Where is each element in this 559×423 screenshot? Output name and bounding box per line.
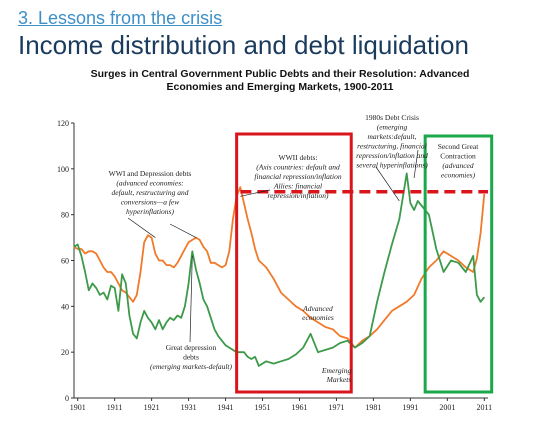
annotation-second: Second GreatContraction(advancedeconomie… — [438, 142, 480, 180]
annotation-text: financial repression/inflation — [254, 172, 341, 181]
annotation-text: repression/inflation and — [356, 151, 428, 160]
y-tick-label: 80 — [61, 211, 69, 220]
annotation-text: Second Great — [438, 142, 480, 151]
annotation-text: economies) — [441, 171, 476, 180]
annotation-text: 1980s Debt Crisis — [365, 113, 419, 122]
annotation-text: (advanced — [442, 161, 473, 170]
y-tick-label: 20 — [61, 348, 69, 357]
annotation-text: several hyperinflations) — [356, 161, 428, 170]
chart-title-line-2: Economies and Emerging Markets, 1900-201… — [166, 81, 394, 93]
chart-title: Surges in Central Government Public Debt… — [40, 68, 520, 94]
x-tick-label: 1931 — [181, 403, 197, 412]
annotation-text: WWI and Depression debts — [109, 169, 192, 178]
annotation-text: repression/inflation) — [267, 191, 329, 200]
annotation-text: markets:default, — [368, 132, 417, 141]
annotation-wwii: WWII debts:(Axis countries: default andf… — [254, 153, 341, 200]
wwii-highlight-box — [235, 132, 353, 394]
annotation-pointer — [127, 217, 156, 238]
x-tick-label: 1991 — [402, 403, 418, 412]
x-tick-label: 1901 — [70, 403, 86, 412]
series-label-text: Emerging — [321, 366, 352, 375]
x-tick-label: 1921 — [144, 403, 160, 412]
annotation-text: (advanced economies: — [116, 179, 183, 188]
x-tick-label: 1961 — [291, 403, 307, 412]
y-tick-label: 40 — [61, 302, 69, 311]
annotation-wwi: WWI and Depression debts(advanced econom… — [109, 169, 192, 216]
annotation-pointer — [189, 255, 193, 343]
highlight-boxes — [235, 132, 494, 394]
annotation-pointer — [375, 166, 400, 202]
chart-annotations: WWI and Depression debts(advanced econom… — [109, 113, 480, 384]
chart-title-line-1: Surges in Central Government Public Debt… — [90, 68, 470, 80]
y-tick-label: 60 — [61, 257, 69, 266]
emerging-markets-line — [73, 172, 486, 367]
series-label-text: economies — [302, 313, 334, 322]
x-tick-label: 2011 — [476, 403, 492, 412]
annotation-text: (Axis countries: default and — [256, 163, 340, 172]
annotation-text: Great depression — [166, 343, 217, 352]
annotation-text: WWII debts: — [279, 153, 318, 162]
y-tick-label: 120 — [57, 119, 69, 128]
x-tick-label: 1981 — [365, 403, 381, 412]
x-tick-label: 1911 — [107, 403, 123, 412]
annotation-text: debts — [183, 353, 199, 362]
annotation-pointer — [169, 223, 197, 238]
annotation-crisis1980: 1980s Debt Crisis(emergingmarkets:defaul… — [356, 113, 428, 170]
x-tick-label: 1971 — [328, 403, 344, 412]
chart-series — [73, 172, 486, 367]
annotation-text: conversions—a few — [121, 198, 180, 207]
slide-headline: Income distribution and debt liquidation — [18, 30, 469, 60]
x-tick-label: 1951 — [255, 403, 271, 412]
y-tick-label: 100 — [57, 165, 69, 174]
x-tick-label: 1941 — [218, 403, 234, 412]
advanced-economies-line — [73, 186, 486, 349]
annotation-text: (emerging markets-default) — [150, 362, 232, 371]
annotation-text: default, restructuring and — [111, 188, 188, 197]
annotation-pointer — [240, 189, 271, 197]
annotation-text: hyperinflations) — [126, 207, 174, 216]
section-link[interactable]: 3. Lessons from the crisis — [18, 8, 223, 28]
y-tick-label: 0 — [65, 394, 69, 403]
annotation-text: Allies: financial — [273, 182, 322, 191]
axis-ticks: 0 20 40 60 80 100 120 1901 1911 1921 1931 1941 1951 1… — [57, 119, 492, 412]
second-contraction-highlight-box — [423, 134, 494, 394]
annotation-pointer — [413, 149, 419, 179]
series-label-text: Advanced — [302, 304, 333, 313]
annotation-text: restructuring, financial — [357, 142, 427, 151]
annotation-text: (emerging — [377, 123, 408, 132]
x-tick-label: 2001 — [439, 403, 455, 412]
series-label-text: Markets — [326, 375, 352, 384]
annotation-text: Contraction — [440, 152, 476, 161]
